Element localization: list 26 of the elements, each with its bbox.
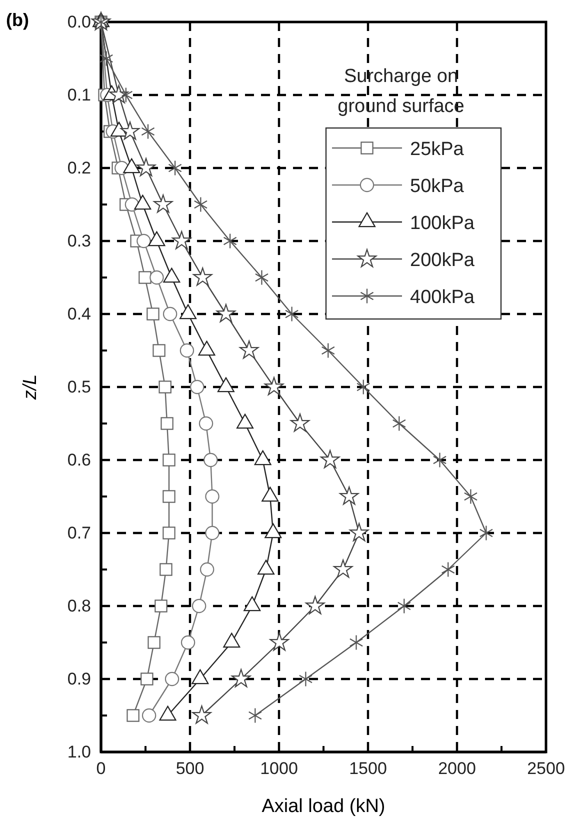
legend-label: 50kPa [410,176,464,197]
y-tick-label: 1.0 [67,742,91,762]
x-tick-label: 1500 [349,759,387,778]
y-tick-label: 0.7 [67,523,91,542]
chart-title: (b) [6,10,29,30]
x-tick-label: 2000 [438,759,476,778]
y-axis-title: z/L [20,374,41,401]
x-axis-title: Axial load (kN) [262,796,386,817]
x-tick-label: 1000 [260,759,298,778]
y-tick-label: 0.5 [67,377,91,396]
y-tick-label: 0.4 [67,304,91,324]
y-tick-label: 0.3 [67,231,91,250]
y-tick-label: 0.1 [67,85,91,104]
x-tick-label: 2500 [527,759,565,778]
x-tick-label: 0 [96,759,106,778]
y-tick-label: 0.6 [67,450,91,470]
y-tick-label: 0.0 [67,12,91,32]
y-tick-label: 0.9 [67,669,91,688]
y-tick-label: 0.2 [67,158,91,178]
legend-label: 25kPa [410,139,464,160]
legend-title: Surcharge on ground surface [338,66,464,117]
y-tick-label: 0.8 [67,596,91,616]
legend-label: 100kPa [410,213,475,234]
legend-label: 200kPa [410,250,475,271]
x-tick-label: 500 [176,759,204,778]
legend-label: 400kPa [410,287,475,308]
